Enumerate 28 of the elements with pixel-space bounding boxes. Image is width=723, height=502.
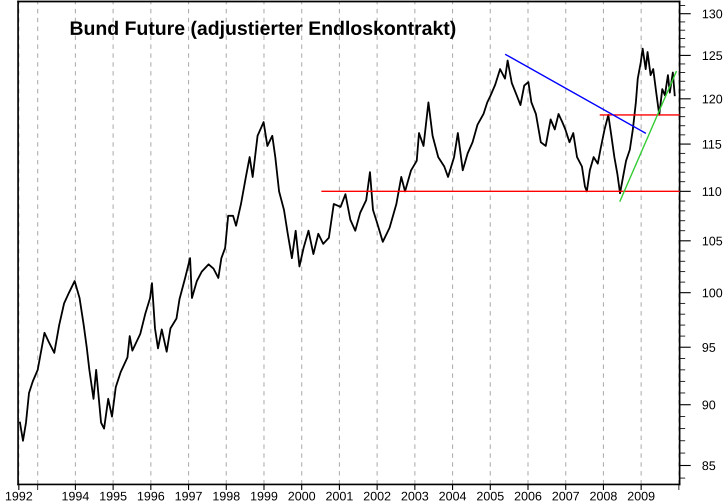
y-tick-label: 115 xyxy=(702,140,722,149)
x-tick-label: 1992 xyxy=(6,492,32,501)
x-tick-label: 2000 xyxy=(288,492,316,501)
x-tick-label: 2008 xyxy=(590,492,617,501)
text: Bund Future (adjustierter Endloskontrakt) xyxy=(70,20,456,39)
x-tick-label: 1995 xyxy=(100,492,126,501)
x-tick-label: 2007 xyxy=(552,492,579,501)
y-tick-label: 120 xyxy=(702,94,722,104)
y-tick-label: 90 xyxy=(702,400,716,410)
x-tick-label: 2003 xyxy=(402,492,428,501)
x-tick-label: 1999 xyxy=(251,492,278,501)
x-tick-label: 2002 xyxy=(364,492,390,501)
y-tick-label: 130 xyxy=(702,10,722,18)
x-tick-label: 2006 xyxy=(514,492,542,501)
x-tick-label: 2004 xyxy=(439,492,466,501)
x-tick-label: 1997 xyxy=(176,492,202,501)
x-tick-label: 2009 xyxy=(628,492,654,501)
x-tick-label: 1996 xyxy=(138,492,164,501)
y-tick-label: 100 xyxy=(702,288,722,298)
x-tick-label: 1998 xyxy=(213,492,240,501)
y-tick-label: 110 xyxy=(702,187,722,196)
y-tick-label: 105 xyxy=(702,236,722,246)
y-tick-label: 125 xyxy=(702,51,722,60)
x-tick-label: 2005 xyxy=(477,492,504,501)
y-tick-label: 95 xyxy=(702,343,716,352)
x-tick-label: 2001 xyxy=(326,492,353,501)
y-tick-label: 85 xyxy=(702,461,716,470)
x-tick-label: 1994 xyxy=(62,492,89,501)
